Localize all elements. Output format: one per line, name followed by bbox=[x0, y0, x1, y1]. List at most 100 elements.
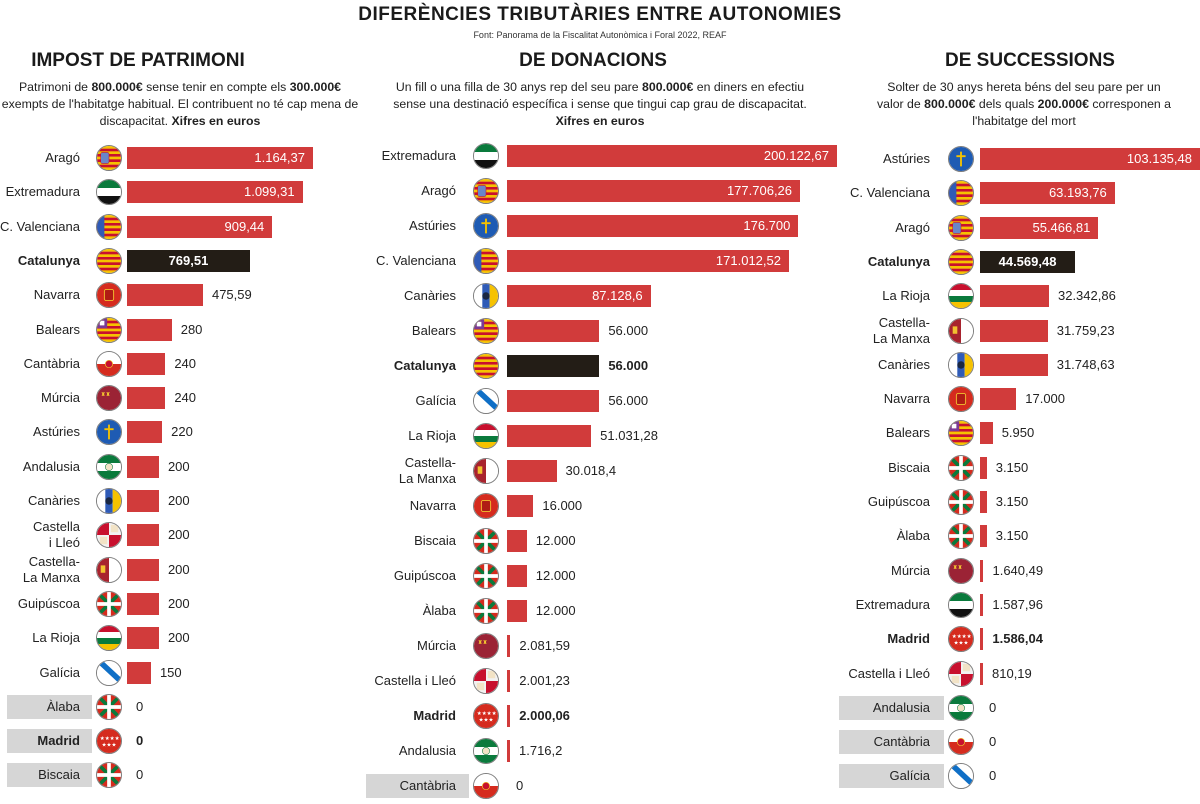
category-label: Balears bbox=[35, 321, 80, 337]
category-label: Navarra bbox=[33, 287, 80, 303]
flag-basque-icon bbox=[473, 563, 499, 589]
value-label: 200 bbox=[167, 561, 190, 577]
svg-text:★★★: ★★★ bbox=[954, 641, 969, 647]
description-text: en diners en efectiu sense una destinaci… bbox=[393, 80, 807, 111]
value-label: 51.031,28 bbox=[600, 428, 658, 443]
bar bbox=[127, 627, 159, 650]
category-label: Navarra bbox=[409, 498, 456, 513]
bar bbox=[507, 740, 510, 762]
bar bbox=[980, 525, 987, 548]
bar bbox=[507, 425, 592, 447]
value-label: 32.342,86 bbox=[1057, 288, 1116, 304]
category-label: Castella i Lleó bbox=[0, 519, 80, 551]
category-label: Múrcia bbox=[890, 562, 930, 578]
category-label: Múrcia bbox=[40, 390, 80, 406]
category-label: Balears bbox=[885, 425, 930, 441]
value-label: 0 bbox=[989, 734, 997, 750]
flag-andalusia-icon bbox=[96, 453, 122, 480]
flag-canarias-icon bbox=[948, 351, 974, 378]
flag-castilla-leon-icon bbox=[96, 522, 122, 549]
category-label-line: Castella- bbox=[404, 455, 456, 470]
value-label: 63.193,76 bbox=[1048, 185, 1107, 201]
chart-title: DE SUCCESSIONS bbox=[945, 50, 1115, 71]
value-label: 16.000 bbox=[542, 498, 583, 513]
bar bbox=[980, 662, 983, 685]
flag-balears-icon bbox=[473, 318, 499, 344]
value-label: 2.081,59 bbox=[519, 638, 571, 653]
category-label-line: La Manxa bbox=[22, 569, 80, 585]
value-label: 1.587,96 bbox=[992, 596, 1043, 612]
bar bbox=[507, 565, 527, 587]
zero-value-band bbox=[839, 730, 944, 755]
value-label: 769,51 bbox=[168, 252, 209, 268]
flag-castilla-leon-icon bbox=[948, 660, 974, 687]
page-title: DIFERÈNCIES TRIBUTÀRIES ENTRE AUTONOMIES bbox=[358, 4, 842, 25]
flag-aragon-icon bbox=[96, 145, 122, 171]
bar bbox=[507, 355, 600, 377]
category-label: Biscaia bbox=[38, 767, 80, 783]
flag-aragon-icon bbox=[473, 178, 499, 204]
value-label: 240 bbox=[174, 355, 197, 371]
category-label: Àlaba bbox=[46, 698, 80, 714]
flag-la-rioja-icon bbox=[948, 283, 974, 310]
description-highlight: Xifres en euros bbox=[171, 114, 261, 128]
bar bbox=[507, 705, 511, 727]
bar bbox=[127, 592, 159, 615]
zero-value-band bbox=[366, 774, 469, 798]
category-label: Canàries bbox=[403, 288, 456, 303]
bar bbox=[980, 559, 984, 582]
flag-basque-icon bbox=[96, 762, 122, 789]
flag-basque-icon bbox=[948, 489, 974, 515]
bar bbox=[980, 250, 1076, 273]
category-label: Andalusia bbox=[872, 699, 930, 715]
category-label: La Rioja bbox=[882, 288, 930, 304]
flag-extremadura-icon bbox=[473, 143, 499, 169]
category-label-line: i Lleó bbox=[48, 535, 80, 551]
value-label: 44.569,48 bbox=[998, 253, 1057, 269]
bar bbox=[127, 524, 159, 547]
value-label: 909,44 bbox=[224, 218, 265, 234]
flag-galicia-icon bbox=[473, 388, 499, 414]
value-label: 171.012,52 bbox=[715, 253, 781, 268]
value-label: 0 bbox=[136, 698, 144, 714]
value-label: 12.000 bbox=[535, 568, 576, 583]
description-text: Solter de 30 anys hereta béns del seu pa… bbox=[876, 80, 1161, 111]
category-label: Catalunya bbox=[393, 358, 456, 373]
bar bbox=[980, 285, 1049, 308]
flag-andalusia-icon bbox=[473, 738, 499, 764]
svg-text:♜♜: ♜♜ bbox=[101, 391, 111, 398]
bar bbox=[127, 661, 151, 684]
chart-title: DE DONACIONS bbox=[519, 50, 667, 71]
chart-description: Solter de 30 anys hereta béns del seu pa… bbox=[874, 79, 1174, 130]
chart-description: Un fill o una filla de 30 anys rep del s… bbox=[390, 79, 810, 130]
category-label: Guipúscoa bbox=[867, 494, 930, 509]
category-label: Aragó bbox=[45, 150, 80, 165]
flag-murcia-icon: ♜♜ bbox=[473, 633, 499, 659]
value-label: 0 bbox=[989, 699, 997, 715]
flag-madrid-icon: ★★★★ ★★★ bbox=[473, 703, 499, 729]
category-label-line: Castella- bbox=[878, 314, 930, 330]
bar bbox=[127, 215, 273, 238]
svg-text:★★★★: ★★★★ bbox=[477, 711, 497, 717]
svg-text:★★★★: ★★★★ bbox=[100, 736, 120, 742]
category-label: La Rioja bbox=[32, 630, 80, 646]
bar bbox=[127, 352, 166, 375]
flag-asturias-icon bbox=[96, 419, 122, 446]
value-label: 1.586,04 bbox=[992, 631, 1043, 647]
value-label: 150 bbox=[159, 664, 182, 680]
category-label: Castella i Lleó bbox=[848, 665, 930, 681]
bar bbox=[507, 600, 527, 622]
value-label: 200 bbox=[167, 527, 190, 543]
value-label: 103.135,48 bbox=[1126, 151, 1192, 166]
bar bbox=[980, 491, 987, 513]
flag-asturias-icon bbox=[948, 146, 974, 172]
description-highlight: 300.000€ bbox=[289, 80, 341, 94]
flag-madrid-icon: ★★★★ ★★★ bbox=[96, 728, 122, 755]
flag-basque-icon bbox=[948, 523, 974, 550]
category-label: Àlaba bbox=[422, 603, 456, 618]
category-label: Galícia bbox=[415, 393, 456, 408]
bar bbox=[507, 320, 600, 342]
flag-asturias-icon bbox=[473, 213, 499, 239]
flag-catalonia-icon bbox=[473, 353, 499, 379]
category-label: Castella- La Manxa bbox=[810, 315, 930, 347]
